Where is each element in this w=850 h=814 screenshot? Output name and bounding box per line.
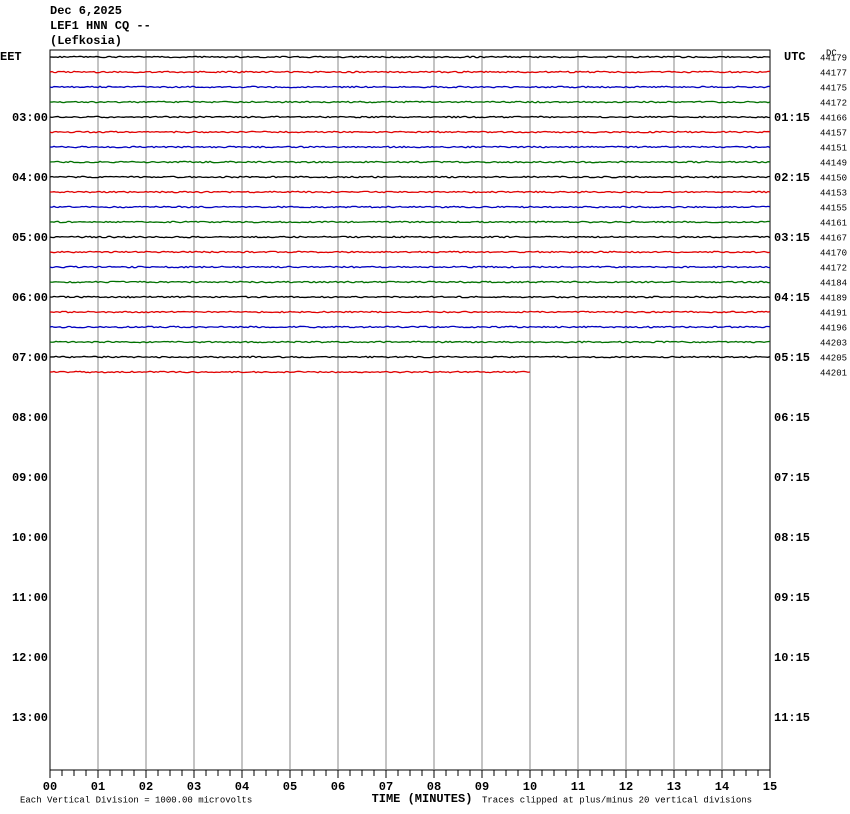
x-tick-label: 14 <box>715 780 729 794</box>
dc-value: 44166 <box>820 113 847 123</box>
x-tick-label: 03 <box>187 780 201 794</box>
dc-value: 44150 <box>820 173 847 183</box>
x-tick-label: 06 <box>331 780 345 794</box>
left-hour: 08:00 <box>12 411 48 425</box>
trace <box>50 356 770 357</box>
x-tick-label: 09 <box>475 780 489 794</box>
trace <box>50 86 770 87</box>
trace <box>50 101 770 102</box>
x-tick-label: 11 <box>571 780 585 794</box>
left-hour: 11:00 <box>12 591 48 605</box>
dc-value: 44149 <box>820 158 847 168</box>
dc-value: 44172 <box>820 98 847 108</box>
dc-value: 44179 <box>820 53 847 63</box>
left-hour: 03:00 <box>12 111 48 125</box>
right-hour: 11:15 <box>774 711 810 725</box>
dc-value: 44184 <box>820 278 847 288</box>
dc-value: 44172 <box>820 263 847 273</box>
left-hour: 05:00 <box>12 231 48 245</box>
footer-left: Each Vertical Division = 1000.00 microvo… <box>20 795 252 805</box>
station: LEF1 HNN CQ -- <box>50 19 151 33</box>
dc-value: 44201 <box>820 368 847 378</box>
trace <box>50 116 770 117</box>
x-axis-label: TIME (MINUTES) <box>372 792 473 806</box>
trace <box>50 191 770 192</box>
trace <box>50 221 770 222</box>
right-hour: 10:15 <box>774 651 810 665</box>
dc-value: 44189 <box>820 293 847 303</box>
x-tick-label: 05 <box>283 780 297 794</box>
x-tick-label: 02 <box>139 780 153 794</box>
left-hour: 06:00 <box>12 291 48 305</box>
trace <box>50 146 770 147</box>
dc-value: 44153 <box>820 188 847 198</box>
trace <box>50 71 770 72</box>
trace <box>50 206 770 207</box>
x-tick-label: 04 <box>235 780 249 794</box>
left-hour: 07:00 <box>12 351 48 365</box>
x-tick-label: 15 <box>763 780 777 794</box>
dc-value: 44167 <box>820 233 847 243</box>
right-hour: 06:15 <box>774 411 810 425</box>
x-tick-label: 00 <box>43 780 57 794</box>
footer-right: Traces clipped at plus/minus 20 vertical… <box>482 795 752 805</box>
trace <box>50 311 770 312</box>
trace <box>50 341 770 342</box>
trace <box>50 56 770 57</box>
left-hour: 12:00 <box>12 651 48 665</box>
x-tick-label: 08 <box>427 780 441 794</box>
trace <box>50 131 770 132</box>
dc-value: 44205 <box>820 353 847 363</box>
dc-value: 44196 <box>820 323 847 333</box>
date: Dec 6,2025 <box>50 4 122 18</box>
left-hour: 04:00 <box>12 171 48 185</box>
dc-value: 44177 <box>820 68 847 78</box>
dc-value: 44175 <box>820 83 847 93</box>
x-tick-label: 12 <box>619 780 633 794</box>
right-hour: 08:15 <box>774 531 810 545</box>
right-hour: 02:15 <box>774 171 810 185</box>
right-hour: 03:15 <box>774 231 810 245</box>
right-hour: 05:15 <box>774 351 810 365</box>
x-tick-label: 10 <box>523 780 537 794</box>
trace <box>50 266 770 267</box>
right-hour: 04:15 <box>774 291 810 305</box>
x-tick-label: 01 <box>91 780 105 794</box>
x-tick-label: 07 <box>379 780 393 794</box>
right-hour: 07:15 <box>774 471 810 485</box>
helicorder: Dec 6,2025 LEF1 HNN CQ -- (Lefkosia) EET… <box>0 0 850 814</box>
trace <box>50 236 770 237</box>
dc-value: 44157 <box>820 128 847 138</box>
trace <box>50 251 770 252</box>
trace <box>50 296 770 297</box>
left-hour: 13:00 <box>12 711 48 725</box>
right-hour: 01:15 <box>774 111 810 125</box>
dc-value: 44203 <box>820 338 847 348</box>
trace <box>50 326 770 327</box>
trace <box>50 281 770 282</box>
trace <box>50 176 770 177</box>
plot-frame <box>50 50 770 770</box>
right-hour: 09:15 <box>774 591 810 605</box>
dc-value: 44161 <box>820 218 847 228</box>
dc-value: 44170 <box>820 248 847 258</box>
right-zone: UTC <box>784 50 806 64</box>
left-hour: 10:00 <box>12 531 48 545</box>
trace <box>50 161 770 162</box>
x-tick-label: 13 <box>667 780 681 794</box>
location: (Lefkosia) <box>50 34 122 48</box>
dc-value: 44151 <box>820 143 847 153</box>
dc-value: 44191 <box>820 308 847 318</box>
left-hour: 09:00 <box>12 471 48 485</box>
dc-value: 44155 <box>820 203 847 213</box>
left-zone: EET <box>0 50 22 64</box>
